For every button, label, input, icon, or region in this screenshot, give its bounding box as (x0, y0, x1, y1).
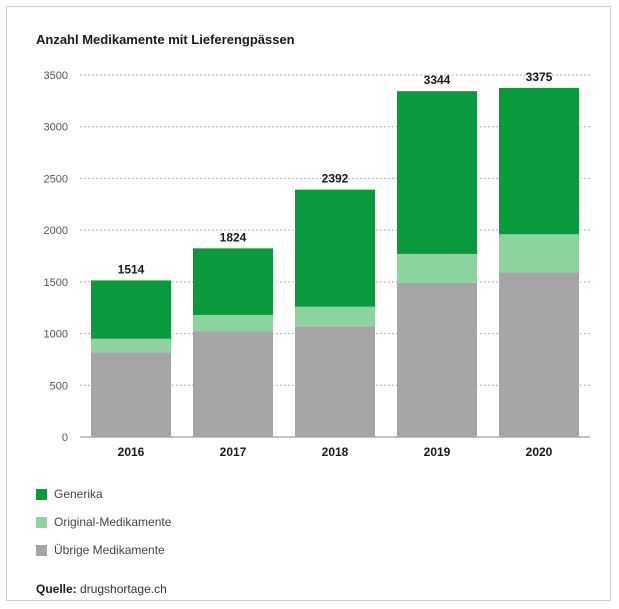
bar-2020-generika (499, 87, 579, 235)
x-tick-label-2020: 2020 (526, 445, 553, 459)
source-label: Quelle: (36, 582, 77, 596)
bar-2017-original-medikamente (193, 314, 273, 332)
bar-2017-generika (193, 248, 273, 315)
bar-2017--brige-medikamente (193, 331, 273, 437)
legend-label-uebrige: Übrige Medikamente (54, 543, 165, 557)
y-tick-label-1000: 1000 (44, 329, 68, 341)
bar-2018-generika (295, 189, 375, 307)
y-tick-label-1500: 1500 (44, 277, 68, 289)
total-label-2016: 1514 (118, 262, 145, 276)
bar-2019-original-medikamente (397, 253, 477, 283)
y-tick-label-3500: 3500 (44, 70, 68, 82)
x-tick-label-2016: 2016 (118, 445, 145, 459)
bars-layer (91, 87, 579, 437)
y-tick-label-3000: 3000 (44, 122, 68, 134)
bar-2016-original-medikamente (91, 338, 171, 353)
bar-2019--brige-medikamente (397, 282, 477, 437)
legend-item-original: Original-Medikamente (36, 514, 171, 530)
total-label-2020: 3375 (526, 70, 553, 84)
bar-2018--brige-medikamente (295, 326, 375, 437)
labels-layer: 1514 2016 1824 2017 2392 2018 3344 2019 3375 2020 (118, 70, 553, 459)
total-label-2019: 3344 (424, 73, 451, 87)
y-tick-label-2500: 2500 (44, 173, 68, 185)
legend-swatch-uebrige (36, 544, 47, 556)
bar-2020-original-medikamente (499, 234, 579, 273)
bar-2020--brige-medikamente (499, 272, 579, 437)
y-tick-label-2000: 2000 (44, 225, 68, 237)
total-label-2018: 2392 (322, 172, 349, 186)
bar-2018-original-medikamente (295, 306, 375, 327)
y-tick-label-0: 0 (62, 432, 68, 444)
legend: Generika Original-Medikamente Übrige Med… (36, 486, 171, 570)
legend-item-uebrige: Übrige Medikamente (36, 542, 171, 558)
y-tick-label-500: 500 (50, 380, 68, 392)
x-tick-label-2019: 2019 (424, 445, 451, 459)
chart-title: Anzahl Medikamente mit Lieferengpässen (36, 32, 295, 47)
x-tick-label-2017: 2017 (220, 445, 247, 459)
total-label-2017: 1824 (220, 230, 247, 244)
source-text: drugshortage.ch (76, 582, 167, 596)
bar-2016-generika (91, 280, 171, 339)
legend-swatch-generika (36, 488, 47, 500)
source-note: Quelle: drugshortage.ch (36, 582, 167, 596)
x-tick-label-2018: 2018 (322, 445, 349, 459)
bar-2019-generika (397, 91, 477, 254)
legend-item-generika: Generika (36, 486, 171, 502)
legend-label-generika: Generika (54, 487, 103, 501)
legend-label-original: Original-Medikamente (54, 515, 172, 529)
legend-swatch-original (36, 516, 47, 528)
bar-2016--brige-medikamente (91, 352, 171, 437)
